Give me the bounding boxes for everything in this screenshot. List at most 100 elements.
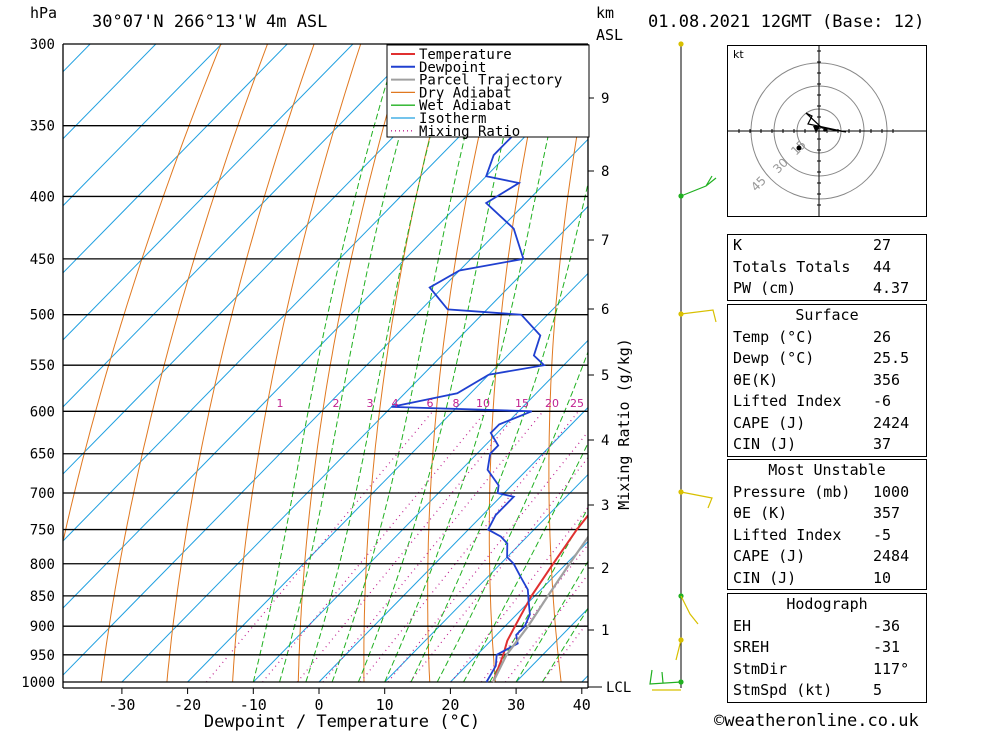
mixing-ratio-label: 2 — [333, 397, 340, 410]
indices-table: K 27 Totals Totals 44 PW (cm) 4.37 — [727, 234, 927, 301]
surface-table: Surface Temp (°C) 26 Dewp (°C) 25.5 θE(K) 356 L… — [727, 304, 927, 457]
row-value: 356 — [873, 370, 901, 389]
sounding-series — [391, 76, 588, 683]
row-label: Totals Totals — [733, 257, 851, 276]
isotherm-line — [63, 44, 222, 207]
row-label: CIN (J) — [733, 568, 797, 587]
row-value: -5 — [873, 525, 892, 544]
table-row: EH -36 — [728, 616, 926, 638]
table-row: StmSpd (kt) 5 — [728, 680, 926, 702]
storm-motion-marker — [813, 126, 820, 133]
wet-adiabat-line — [541, 607, 588, 683]
table-row: Pressure (mb) 1000 — [728, 482, 926, 504]
table-row: StmDir 117° — [728, 659, 926, 681]
row-label: StmSpd (kt) — [733, 681, 833, 699]
row-label: StmDir — [733, 659, 788, 678]
hodograph-ring-label: 30 — [770, 155, 791, 176]
table-row: CAPE (J) 2424 — [728, 413, 926, 435]
row-value: 357 — [873, 504, 901, 522]
x-tick-label: 30 — [507, 696, 525, 714]
km-tick-label: 2 — [601, 561, 609, 577]
wet-adiabat-line — [515, 560, 588, 683]
isotherm-line — [121, 205, 588, 683]
table-row: K 27 — [728, 235, 926, 257]
isotherm-line — [63, 44, 354, 341]
section-title: Most Unstable — [768, 461, 886, 479]
hodograph-unit-label: kt — [733, 48, 744, 61]
dewpoint-line — [391, 76, 588, 683]
row-value: 44 — [873, 257, 892, 276]
wet-adiabat-line — [279, 44, 426, 683]
table-row: Lifted Index -6 — [728, 391, 926, 413]
wind-barb — [649, 669, 682, 685]
pressure-tick-label: 350 — [30, 119, 55, 135]
row-value: 2484 — [873, 547, 910, 565]
table-row: PW (cm) 4.37 — [728, 278, 926, 300]
row-value: 4.37 — [873, 279, 910, 297]
km-tick-label: 1 — [601, 623, 609, 639]
mixing-ratio-label: 20 — [545, 397, 559, 410]
hodograph-ring-label: 45 — [748, 173, 769, 194]
table-row: θE (K) 357 — [728, 503, 926, 525]
mixing-ratio-label: 10 — [476, 397, 490, 410]
pressure-tick-label: 450 — [30, 252, 55, 268]
asl-unit-label: ASL — [596, 26, 624, 44]
row-value: -6 — [873, 392, 892, 410]
table-row: Dewp (°C) 25.5 — [728, 348, 926, 370]
parcel-trajectory-line — [492, 535, 588, 683]
x-tick-label: -20 — [174, 696, 201, 714]
km-tick-label: 3 — [601, 498, 609, 514]
wind-barb — [680, 491, 713, 509]
pressure-tick-label: 900 — [30, 619, 55, 635]
km-tick-label: 5 — [601, 368, 609, 384]
dry-adiabat-line — [232, 44, 362, 683]
legend-box — [386, 44, 590, 138]
section-title: Hodograph — [786, 595, 868, 613]
isotherm-line — [63, 44, 419, 408]
isotherm-line — [63, 44, 157, 140]
table-row: Totals Totals 44 — [728, 257, 926, 279]
row-value: -31 — [873, 638, 901, 656]
row-label: Lifted Index — [733, 392, 842, 410]
table-row: θE(K) 356 — [728, 370, 926, 392]
km-tick-label: 9 — [601, 91, 609, 107]
row-value: 25.5 — [873, 349, 910, 367]
row-label: Dewp (°C) — [733, 349, 815, 367]
row-value: 5 — [873, 681, 883, 699]
location-title: 30°07'N 266°13'W 4m ASL — [92, 12, 328, 32]
mixing-ratio-label: 8 — [453, 397, 460, 410]
x-tick-label: -10 — [240, 696, 267, 714]
mixing-ratio-label: 1 — [277, 397, 284, 410]
row-label: CIN (J) — [733, 435, 797, 453]
x-tick-label: 10 — [376, 696, 394, 714]
row-label: θE (K) — [733, 504, 788, 522]
km-tick-label: 8 — [601, 164, 609, 180]
row-value: 1000 — [873, 482, 910, 501]
legend-entry: Parcel Trajectory — [419, 73, 562, 89]
dry-adiabat-line — [919, 44, 1000, 682]
row-value: 37 — [873, 435, 892, 453]
isotherm-line — [63, 44, 485, 475]
isotherm-line — [450, 540, 588, 683]
table-row: SREH -31 — [728, 637, 926, 659]
isotherm-line — [63, 44, 288, 274]
legend-entry: Temperature — [419, 47, 512, 63]
isotherm-line — [63, 71, 588, 609]
row-label: K — [733, 236, 743, 254]
pressure-tick-label: 600 — [30, 404, 55, 420]
wet-adiabat-line — [489, 507, 588, 683]
table-row: CIN (J) 37 — [728, 434, 926, 456]
km-tick-label: 4 — [601, 433, 609, 449]
isotherm-line — [384, 473, 588, 683]
pressure-tick-label: 800 — [30, 557, 55, 573]
mixing-ratio-line — [206, 410, 434, 683]
legend-entry: Mixing Ratio — [419, 124, 520, 140]
x-tick-label: 0 — [314, 696, 323, 714]
wind-barb — [680, 175, 717, 197]
row-label: θE(K) — [733, 370, 779, 389]
pressure-tick-label: 1000 — [21, 675, 55, 691]
wind-barb — [680, 595, 699, 625]
isobars — [63, 43, 588, 683]
isotherm-line — [252, 339, 588, 683]
